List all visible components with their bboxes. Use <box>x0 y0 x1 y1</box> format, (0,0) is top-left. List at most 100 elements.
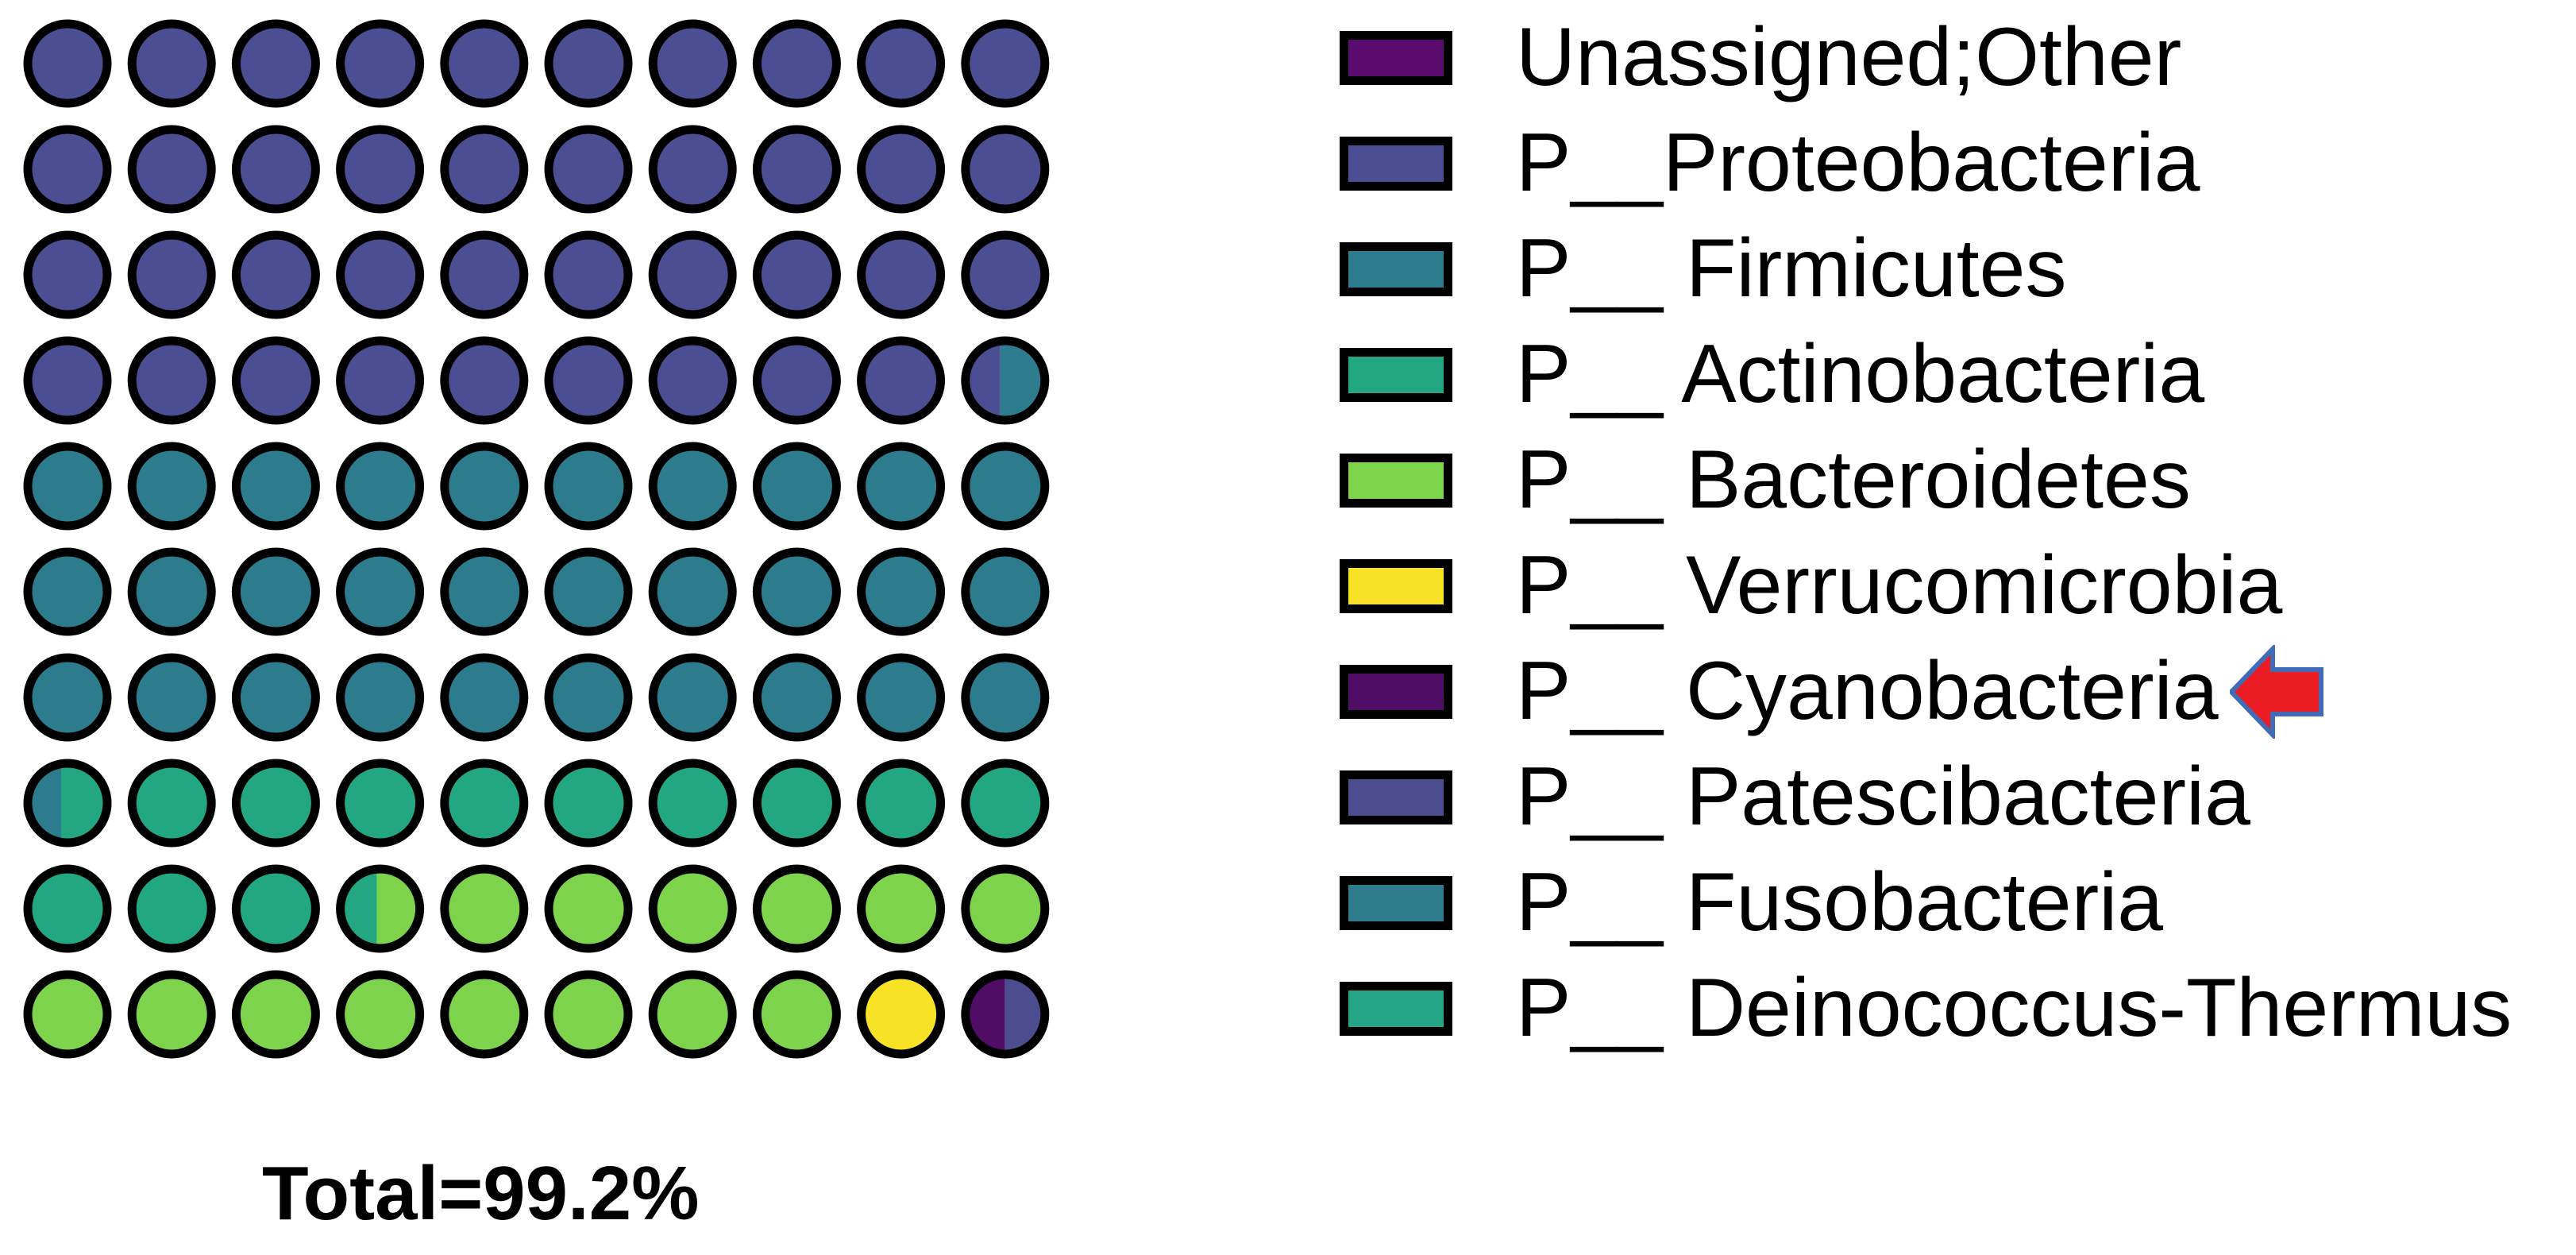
waffle-cell <box>336 442 425 531</box>
waffle-cell <box>961 442 1050 531</box>
waffle-cell <box>648 125 737 214</box>
waffle-cell <box>231 653 320 742</box>
waffle-cell <box>961 230 1050 319</box>
waffle-cell <box>857 230 946 319</box>
waffle-cell <box>961 336 1050 425</box>
waffle-cell <box>231 442 320 531</box>
waffle-cell <box>648 336 737 425</box>
waffle-cell <box>544 653 633 742</box>
waffle-cell <box>440 864 529 953</box>
waffle-cell <box>544 442 633 531</box>
legend-swatch <box>1340 453 1452 508</box>
waffle-cell <box>752 547 841 636</box>
waffle-cell <box>752 864 841 953</box>
legend-swatch <box>1340 875 1452 930</box>
waffle-cell <box>231 759 320 848</box>
waffle-cell <box>23 442 112 531</box>
waffle-cell <box>231 19 320 108</box>
waffle-cell <box>23 653 112 742</box>
waffle-cell <box>648 653 737 742</box>
waffle-cell <box>336 19 425 108</box>
waffle-cell <box>752 19 841 108</box>
waffle-cell <box>857 19 946 108</box>
waffle-cell <box>231 336 320 425</box>
waffle-cell <box>440 653 529 742</box>
waffle-cell <box>544 336 633 425</box>
waffle-cell <box>648 230 737 319</box>
legend-item-deinococcus-thermus: P__ Deinococcus-Thermus <box>1340 956 2512 1061</box>
waffle-cell <box>440 125 529 214</box>
waffle-cell <box>336 336 425 425</box>
waffle-cell <box>544 970 633 1059</box>
waffle-cell <box>544 864 633 953</box>
legend-swatch <box>1340 347 1452 402</box>
waffle-cell <box>648 442 737 531</box>
waffle-cell <box>961 19 1050 108</box>
waffle-cell <box>336 759 425 848</box>
waffle-cell <box>127 759 216 848</box>
legend-item-unassigned-other: Unassigned;Other <box>1340 5 2512 110</box>
waffle-cell <box>23 970 112 1059</box>
legend-item-verrucomicrobia: P__ Verrucomicrobia <box>1340 533 2512 639</box>
waffle-cell <box>857 125 946 214</box>
waffle-cell <box>336 864 425 953</box>
legend-swatch <box>1340 136 1452 191</box>
waffle-cell <box>127 442 216 531</box>
waffle-cell <box>127 864 216 953</box>
waffle-cell <box>961 125 1050 214</box>
waffle-cell <box>752 653 841 742</box>
waffle-cell <box>440 970 529 1059</box>
legend-item-patescibacteria: P__ Patescibacteria <box>1340 744 2512 850</box>
waffle-cell <box>23 125 112 214</box>
waffle-cell <box>127 125 216 214</box>
waffle-cell <box>127 230 216 319</box>
waffle-cell <box>440 547 529 636</box>
waffle-cell <box>336 653 425 742</box>
waffle-cell <box>440 336 529 425</box>
legend-label: Unassigned;Other <box>1516 11 2182 103</box>
waffle-cell <box>544 759 633 848</box>
waffle-cell <box>23 759 112 848</box>
waffle-cell <box>961 653 1050 742</box>
waffle-cell <box>648 759 737 848</box>
waffle-cell <box>857 336 946 425</box>
waffle-cell <box>231 547 320 636</box>
waffle-cell <box>752 336 841 425</box>
waffle-cell <box>23 19 112 108</box>
waffle-cell <box>23 547 112 636</box>
waffle-cell <box>857 970 946 1059</box>
waffle-cell <box>127 19 216 108</box>
legend-label: P__Proteobacteria <box>1516 117 2200 209</box>
waffle-cell <box>440 230 529 319</box>
waffle-cell <box>127 653 216 742</box>
legend-label: P__ Verrucomicrobia <box>1516 539 2283 631</box>
waffle-cell <box>544 547 633 636</box>
waffle-cell <box>127 336 216 425</box>
legend-item-proteobacteria: P__Proteobacteria <box>1340 110 2512 216</box>
waffle-cell <box>752 125 841 214</box>
legend-label: P__ Fusobacteria <box>1516 856 2164 948</box>
waffle-cell <box>648 547 737 636</box>
waffle-cell <box>648 970 737 1059</box>
legend-swatch <box>1340 241 1452 296</box>
legend-swatch <box>1340 981 1452 1036</box>
waffle-cell <box>127 970 216 1059</box>
legend-item-firmicutes: P__ Firmicutes <box>1340 216 2512 322</box>
waffle-cell <box>231 230 320 319</box>
waffle-cell <box>440 19 529 108</box>
waffle-cell <box>857 759 946 848</box>
legend-item-actinobacteria: P__ Actinobacteria <box>1340 322 2512 427</box>
waffle-cell <box>752 970 841 1059</box>
waffle-cell <box>336 970 425 1059</box>
waffle-chart <box>23 19 1050 1059</box>
legend-item-cyanobacteria: P__ Cyanobacteria <box>1340 639 2512 744</box>
legend-label: P__ Bacteroidetes <box>1516 434 2191 526</box>
waffle-cell <box>336 125 425 214</box>
waffle-cell <box>440 759 529 848</box>
total-label: Total=99.2% <box>262 1151 700 1236</box>
waffle-cell <box>23 336 112 425</box>
waffle-cell <box>336 547 425 636</box>
legend-label: P__ Deinococcus-Thermus <box>1516 962 2512 1054</box>
legend-swatch <box>1340 30 1452 85</box>
waffle-cell <box>961 970 1050 1059</box>
